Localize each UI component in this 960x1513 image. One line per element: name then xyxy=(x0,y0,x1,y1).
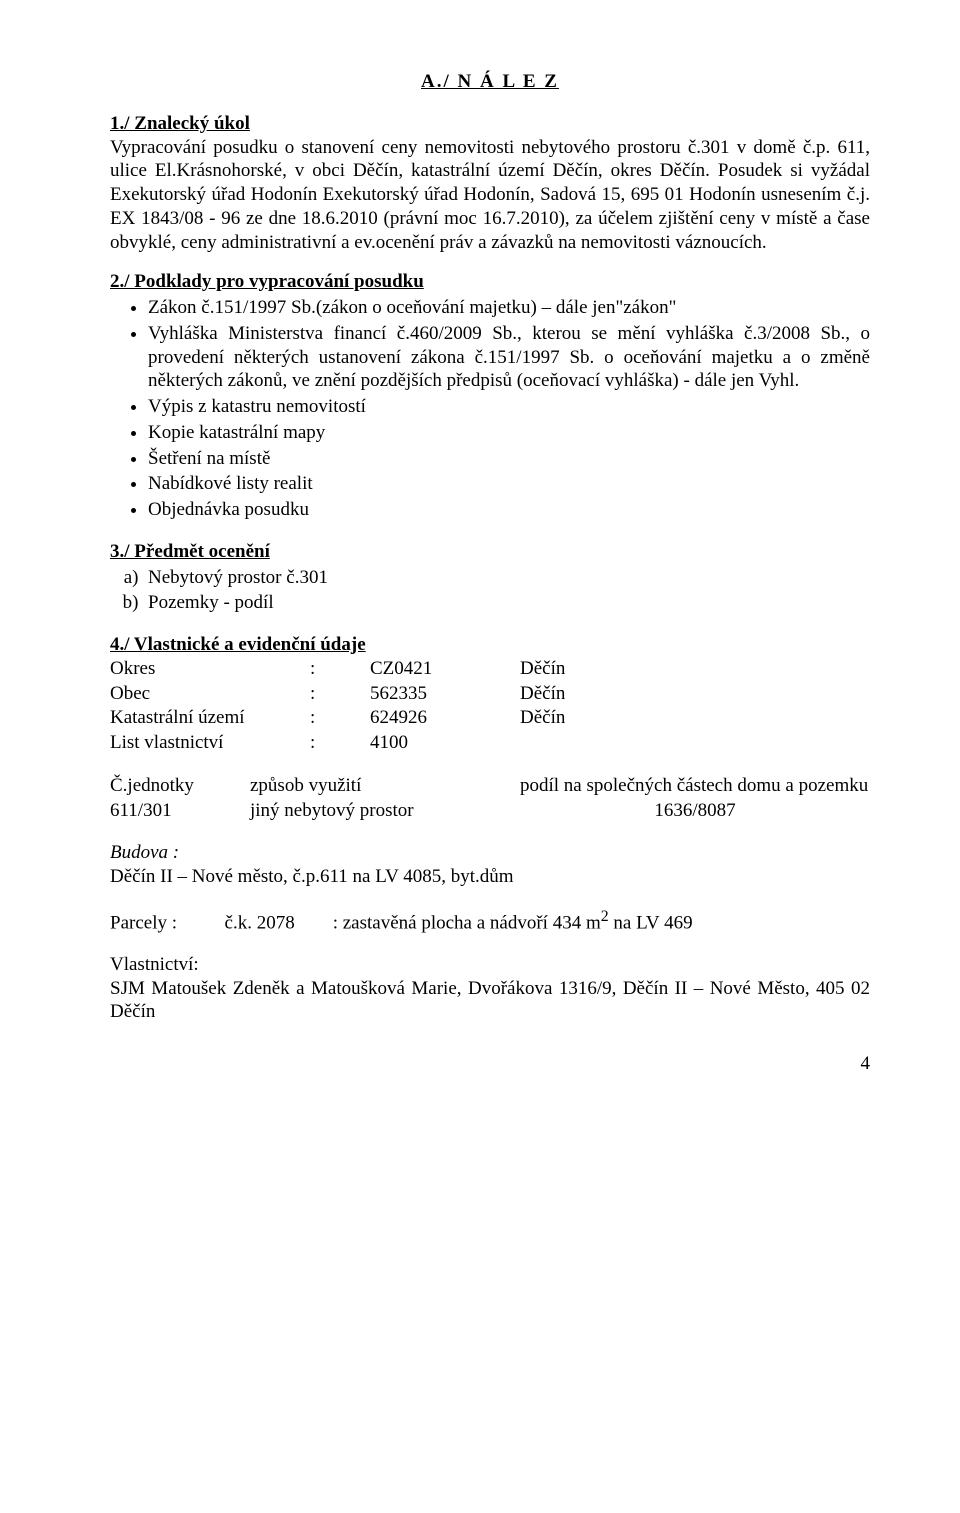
list-item: Nabídkové listy realit xyxy=(148,472,870,496)
kv-value: Děčín xyxy=(520,657,870,681)
kv-colon: : xyxy=(310,657,370,681)
list-item: Nebytový prostor č.301 xyxy=(148,566,870,590)
kv-value xyxy=(520,731,870,755)
unit-header-row: Č.jednotky způsob využití podíl na spole… xyxy=(110,774,870,798)
kv-label: Katastrální území xyxy=(110,706,310,730)
kv-label: Obec xyxy=(110,682,310,706)
vlastnictvi-label: Vlastnictví: xyxy=(110,953,870,977)
section-1: 1./ Znalecký úkol Vypracování posudku o … xyxy=(110,112,870,255)
kv-code: 624926 xyxy=(370,706,520,730)
kv-row: Obec : 562335 Děčín xyxy=(110,682,870,706)
section-2-list: Zákon č.151/1997 Sb.(zákon o oceňování m… xyxy=(148,296,870,522)
page-number: 4 xyxy=(110,1052,870,1076)
section-1-heading: 1./ Znalecký úkol xyxy=(110,113,250,134)
kv-code: CZ0421 xyxy=(370,657,520,681)
section-3: 3./ Předmět ocenění Nebytový prostor č.3… xyxy=(110,540,870,615)
list-item: Objednávka posudku xyxy=(148,498,870,522)
unit-c2: jiný nebytový prostor xyxy=(250,799,520,823)
list-item: Kopie katastrální mapy xyxy=(148,421,870,445)
kv-value: Děčín xyxy=(520,706,870,730)
section-4: 4./ Vlastnické a evidenční údaje Okres :… xyxy=(110,633,870,1024)
unit-h3: podíl na společných částech domu a pozem… xyxy=(520,774,870,798)
budova-label: Budova : xyxy=(110,841,870,865)
unit-h2: způsob využití xyxy=(250,774,520,798)
unit-c1: 611/301 xyxy=(110,799,250,823)
kv-colon: : xyxy=(310,706,370,730)
unit-h1: Č.jednotky xyxy=(110,774,250,798)
parcely-text-a: : zastavěná plocha a nádvoří 434 m xyxy=(333,912,601,933)
list-item: Vyhláška Ministerstva financí č.460/2009… xyxy=(148,322,870,393)
list-item: Zákon č.151/1997 Sb.(zákon o oceňování m… xyxy=(148,296,870,320)
document-page: A./ N Á L E Z 1./ Znalecký úkol Vypracov… xyxy=(0,0,960,1116)
budova-text: Děčín II – Nové město, č.p.611 na LV 408… xyxy=(110,865,870,889)
parcely-exp: 2 xyxy=(601,908,609,925)
kv-colon: : xyxy=(310,731,370,755)
section-3-heading: 3./ Předmět ocenění xyxy=(110,541,270,562)
parcely-label: Parcely : xyxy=(110,912,177,933)
kv-row: List vlastnictví : 4100 xyxy=(110,731,870,755)
parcely-row: Parcely : č.k. 2078 : zastavěná plocha a… xyxy=(110,907,870,935)
kv-code: 4100 xyxy=(370,731,520,755)
unit-data-row: 611/301 jiný nebytový prostor 1636/8087 xyxy=(110,799,870,823)
list-item: Výpis z katastru nemovitostí xyxy=(148,395,870,419)
unit-c3: 1636/8087 xyxy=(520,799,870,823)
kv-value: Děčín xyxy=(520,682,870,706)
parcely-text-b: na LV 469 xyxy=(609,912,693,933)
section-4-heading: 4./ Vlastnické a evidenční údaje xyxy=(110,633,870,657)
kv-row: Okres : CZ0421 Děčín xyxy=(110,657,870,681)
kv-code: 562335 xyxy=(370,682,520,706)
kv-colon: : xyxy=(310,682,370,706)
section-2: 2./ Podklady pro vypracování posudku Zák… xyxy=(110,270,870,522)
section-1-body: Vypracování posudku o stanovení ceny nem… xyxy=(110,137,870,253)
doc-title: A./ N Á L E Z xyxy=(110,70,870,94)
section-3-list: Nebytový prostor č.301 Pozemky - podíl xyxy=(148,566,870,616)
list-item: Šetření na místě xyxy=(148,447,870,471)
kv-label: List vlastnictví xyxy=(110,731,310,755)
vlastnictvi-body: SJM Matoušek Zdeněk a Matoušková Marie, … xyxy=(110,977,870,1025)
section-2-heading: 2./ Podklady pro vypracování posudku xyxy=(110,271,424,292)
kv-label: Okres xyxy=(110,657,310,681)
list-item: Pozemky - podíl xyxy=(148,591,870,615)
kv-row: Katastrální území : 624926 Děčín xyxy=(110,706,870,730)
parcely-ck: č.k. 2078 xyxy=(225,912,295,933)
